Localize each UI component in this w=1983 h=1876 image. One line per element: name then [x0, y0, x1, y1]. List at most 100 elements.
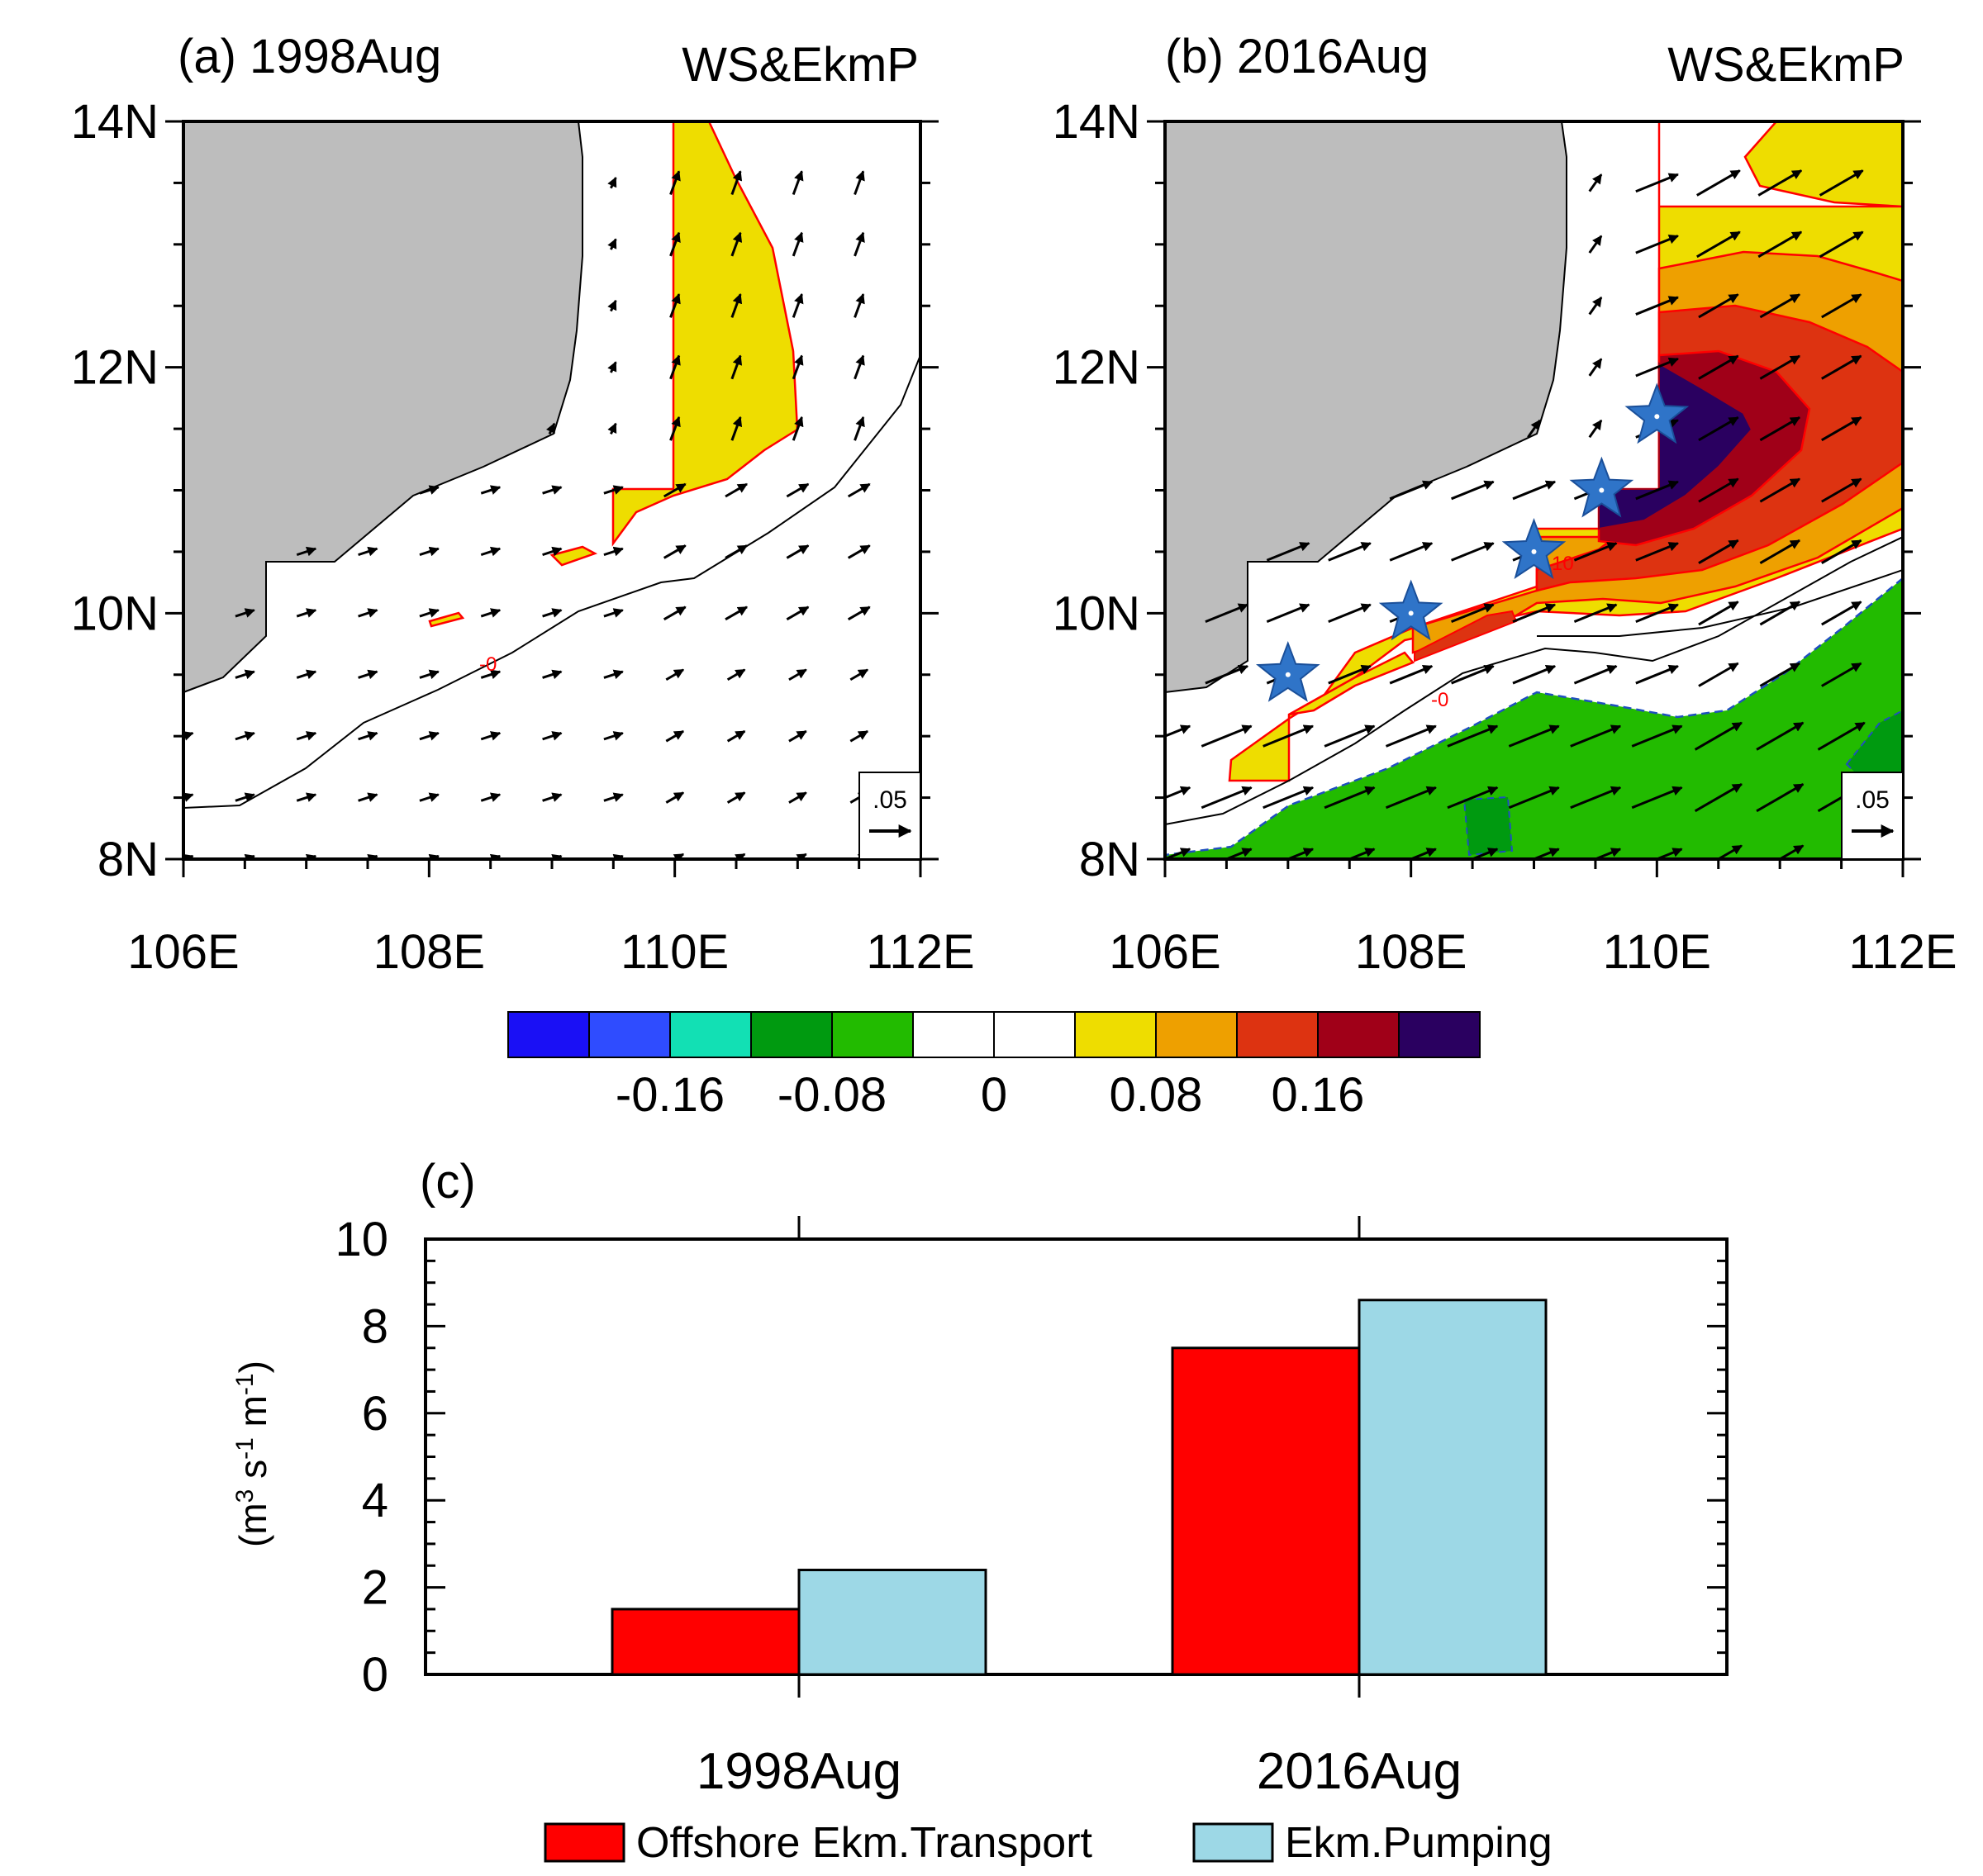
wind-vector [669, 416, 681, 441]
wind-vector [1821, 354, 1862, 380]
wind-vector [1205, 664, 1249, 685]
wind-vector [548, 853, 563, 859]
star-marker [1378, 579, 1443, 641]
star-marker [1569, 456, 1634, 518]
lat-tick-label: 14N [71, 95, 159, 149]
wind-vector [1757, 169, 1803, 197]
bar-chart-ylabel: (m3 s-1 m-1) [231, 1361, 274, 1547]
panel-b-zero-contour [1165, 536, 1903, 825]
panel-b-ticks: 106E 108E 110E 112E 8N 10N 12N 14N [1053, 95, 1957, 979]
svg-text:.05: .05 [873, 786, 907, 814]
legend-swatch [1192, 1822, 1274, 1863]
wind-vector [1389, 480, 1434, 501]
lat-tick-label: 8N [1079, 833, 1140, 886]
wind-vector [480, 485, 502, 495]
colorbar-cell [669, 1011, 752, 1058]
wind-vector [725, 482, 749, 498]
wind-vector [786, 606, 810, 621]
wind-vector [1694, 721, 1743, 751]
wind-vector [795, 853, 807, 859]
wind-vector [726, 668, 746, 682]
wind-vector [792, 416, 804, 441]
wind-vector [1530, 848, 1560, 859]
wind-vector [1653, 848, 1683, 859]
wind-vector [603, 792, 624, 802]
wind-vector [480, 546, 502, 557]
wind-vector [1201, 724, 1253, 748]
wind-vector [1469, 848, 1499, 859]
wind-vector [358, 608, 378, 618]
wind-vector [607, 238, 617, 250]
wind-vector [1328, 603, 1372, 624]
panel-a-land [183, 121, 583, 694]
colorbar-label: -0.16 [616, 1068, 725, 1122]
bar-chart-panel-c: (c) 0 2 4 6 8 10 1998Aug 2016Aug (m3 s-1 m-1) O… [231, 1155, 1729, 1867]
panel-b-contour-label-1: 10 [1552, 553, 1574, 575]
wind-vector [1698, 293, 1739, 319]
wind-vector [235, 731, 255, 741]
wind-vector [603, 608, 624, 618]
wind-vector [1573, 542, 1618, 562]
wind-vector [1324, 724, 1376, 748]
panel-b-negative-shading [1165, 577, 1903, 859]
wind-vector [1447, 724, 1499, 748]
panel-a-label: WS&EkmP [682, 38, 919, 92]
panel-a-title: (a) 1998Aug [178, 30, 441, 83]
wind-vector [425, 853, 440, 859]
wind-vector [663, 544, 687, 559]
wind-vector [235, 792, 255, 802]
colorbar-cell [1155, 1011, 1238, 1058]
wind-vector [725, 544, 749, 559]
wind-vector [1324, 786, 1376, 810]
panel-b-stars [1255, 382, 1690, 702]
lat-tick-label: 10N [1053, 587, 1140, 640]
wind-vector [1588, 173, 1603, 192]
svg-text:.05: .05 [1855, 786, 1890, 814]
wind-vector [358, 792, 378, 802]
wind-vector [296, 731, 317, 741]
wind-vector [1451, 480, 1495, 501]
wind-vector [1573, 603, 1618, 624]
wind-vector [1759, 477, 1801, 503]
wind-vector [672, 853, 685, 859]
wind-vector [1635, 542, 1679, 562]
wind-vector [854, 231, 865, 257]
lon-tick-label: 112E [1848, 925, 1957, 979]
wind-vector [183, 792, 194, 802]
wind-vector [1205, 603, 1249, 624]
wind-vector [1821, 293, 1862, 319]
wind-vector [665, 668, 685, 682]
wind-vector [183, 731, 194, 741]
bar-ytick-label: 0 [362, 1648, 388, 1702]
colorbar-cell [831, 1011, 914, 1058]
wind-vector [302, 853, 317, 859]
legend-label: Ekm.Pumping [1285, 1819, 1553, 1867]
wind-vector [1451, 664, 1495, 685]
wind-vector [542, 485, 563, 495]
lon-tick-label: 106E [127, 925, 239, 979]
wind-vector [1694, 783, 1743, 813]
bar-transport [611, 1608, 801, 1676]
wind-vector [730, 354, 743, 380]
wind-vector [419, 792, 440, 802]
wind-vector [663, 606, 687, 621]
lon-tick-label: 108E [373, 925, 485, 979]
wind-vector [733, 853, 746, 859]
bar-chart-bars [611, 1299, 1548, 1676]
wind-vector [358, 546, 378, 557]
wind-vector [296, 792, 317, 802]
wind-vector [1346, 848, 1376, 859]
wind-vector [792, 170, 804, 196]
wind-vector [1512, 480, 1557, 501]
wind-vector [1635, 480, 1679, 501]
colorbar-cell [588, 1011, 671, 1058]
panel-c-label: (c) [420, 1155, 476, 1209]
bar-category-label: 1998Aug [697, 1743, 901, 1800]
panel-b-label: WS&EkmP [1667, 38, 1905, 92]
wind-vector [1819, 230, 1864, 259]
wind-vector [665, 729, 685, 743]
panel-b-contour-2 [1537, 569, 1903, 637]
map-panel-b: (b) 2016Aug WS&EkmP [1053, 30, 1957, 979]
wind-vector [1759, 416, 1801, 442]
wind-vector [847, 606, 871, 621]
